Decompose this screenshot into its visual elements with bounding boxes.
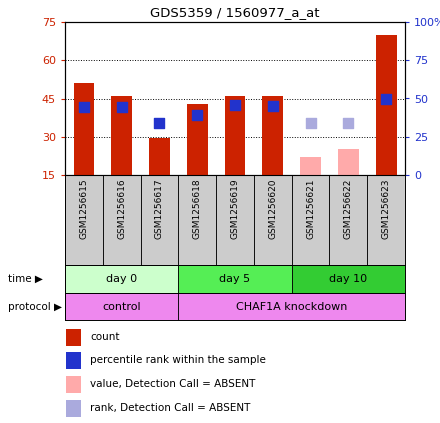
Bar [103,175,140,265]
Text: GSM1256617: GSM1256617 [155,179,164,239]
Bar [140,175,178,265]
Text: count: count [90,332,120,342]
Bar [178,265,292,293]
Text: day 10: day 10 [329,274,367,284]
Bar [178,293,405,320]
Text: day 0: day 0 [106,274,137,284]
Bar [65,265,178,293]
Bar [65,293,178,320]
Point [269,103,276,110]
Text: GSM1256623: GSM1256623 [381,179,391,239]
Point [231,102,238,109]
Point [383,95,390,102]
Point [118,104,125,110]
Text: time ▶: time ▶ [8,274,43,284]
Text: GSM1256621: GSM1256621 [306,179,315,239]
Text: GSM1256619: GSM1256619 [231,179,239,239]
Bar [376,35,396,175]
Title: GDS5359 / 1560977_a_at: GDS5359 / 1560977_a_at [150,6,320,19]
Bar [149,138,170,175]
Text: rank, Detection Call = ABSENT: rank, Detection Call = ABSENT [90,403,250,413]
Bar [73,83,94,175]
Bar [224,96,246,175]
Bar [254,175,292,265]
Bar [292,265,405,293]
Bar [216,175,254,265]
Point [81,104,88,110]
Point [307,120,314,126]
Bar [66,376,81,393]
Bar [111,96,132,175]
Text: percentile rank within the sample: percentile rank within the sample [90,355,266,365]
Text: GSM1256618: GSM1256618 [193,179,202,239]
Text: control: control [103,302,141,311]
Bar [65,175,103,265]
Text: GSM1256622: GSM1256622 [344,179,353,239]
Bar [66,352,81,369]
Text: CHAF1A knockdown: CHAF1A knockdown [236,302,347,311]
Bar [262,96,283,175]
Bar [367,175,405,265]
Point [156,120,163,126]
Bar [330,175,367,265]
Bar [300,157,321,175]
Bar [66,329,81,346]
Bar [292,175,330,265]
Bar [187,104,208,175]
Text: GSM1256620: GSM1256620 [268,179,277,239]
Point [194,111,201,118]
Text: protocol ▶: protocol ▶ [8,302,62,311]
Text: day 5: day 5 [220,274,250,284]
Bar [66,400,81,417]
Text: GSM1256616: GSM1256616 [117,179,126,239]
Bar [178,175,216,265]
Bar [338,149,359,175]
Text: value, Detection Call = ABSENT: value, Detection Call = ABSENT [90,379,255,389]
Point [345,120,352,126]
Text: GSM1256615: GSM1256615 [79,179,88,239]
